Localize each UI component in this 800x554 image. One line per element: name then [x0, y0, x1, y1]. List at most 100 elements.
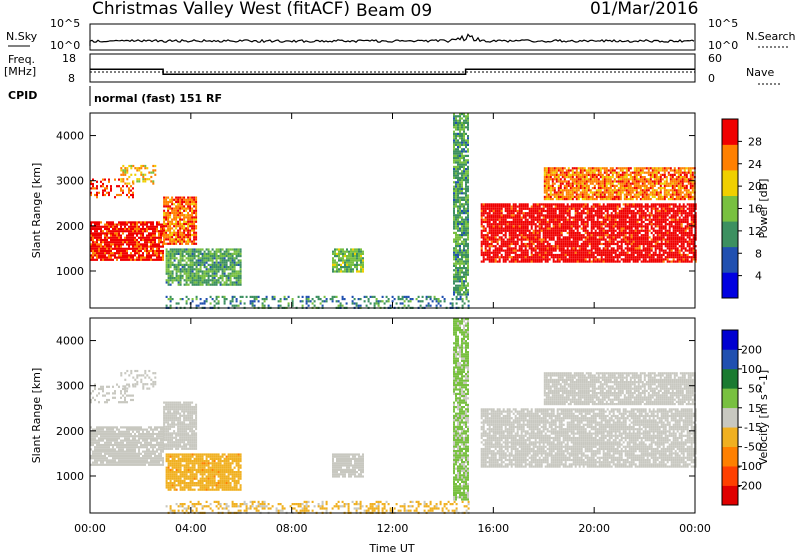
data-cell [502, 205, 505, 208]
data-cell [167, 216, 170, 219]
data-cell [644, 205, 647, 208]
data-cell [572, 251, 575, 254]
data-cell [506, 203, 509, 206]
data-cell [171, 207, 174, 210]
data-cell [140, 258, 142, 261]
data-cell [612, 207, 615, 210]
data-cell [490, 218, 493, 221]
data-cell [568, 225, 571, 228]
data-cell [652, 258, 655, 261]
data-cell [185, 270, 188, 273]
data-cell [455, 238, 457, 241]
data-cell [500, 238, 503, 241]
data-cell [187, 270, 190, 273]
data-cell [590, 240, 593, 243]
data-cell [126, 227, 128, 231]
data-cell [130, 234, 132, 237]
data-cell [500, 231, 503, 235]
data-cell [530, 253, 533, 257]
data-cell [362, 270, 364, 273]
data-cell [594, 203, 597, 206]
data-cell [572, 245, 575, 248]
data-cell [169, 283, 172, 286]
data-cell [542, 220, 545, 224]
data-cell [614, 234, 617, 237]
data-cell [616, 247, 619, 250]
data-cell [350, 252, 352, 255]
data-cell [610, 247, 613, 250]
data-cell [195, 203, 198, 206]
data-cell [459, 143, 461, 146]
data-cell [122, 227, 124, 231]
data-cell [486, 231, 489, 235]
data-cell [684, 238, 687, 241]
data-cell [622, 212, 625, 215]
data-cell [455, 117, 457, 120]
data-cell [152, 225, 154, 228]
data-cell [358, 250, 360, 253]
data-cell [350, 261, 352, 264]
data-cell [682, 227, 685, 230]
data-cell [128, 243, 130, 246]
data-cell [568, 218, 571, 221]
data-cell [187, 283, 190, 286]
data-cell [189, 198, 192, 201]
data-cell [150, 243, 152, 246]
data-cell [530, 205, 533, 208]
data-cell [672, 240, 675, 243]
data-cell [551, 198, 554, 201]
data-cell [614, 203, 617, 206]
data-cell [175, 238, 178, 241]
data-cell [140, 254, 142, 257]
data-cell [126, 169, 129, 172]
data-cell [165, 238, 168, 241]
data-cell [694, 234, 697, 237]
data-cell [457, 185, 459, 188]
data-cell [134, 243, 136, 246]
data-cell [630, 212, 633, 215]
data-cell [640, 256, 643, 259]
data-cell [191, 196, 194, 199]
data-cell [556, 256, 559, 259]
data-cell [348, 257, 350, 260]
data-cell [558, 253, 561, 257]
data-cell [459, 137, 461, 140]
data-cell [191, 248, 194, 251]
data-cell [219, 248, 222, 251]
data-cell [630, 242, 633, 246]
data-cell [461, 218, 463, 221]
data-cell [604, 234, 607, 237]
data-cell [102, 232, 104, 235]
data-cell [636, 227, 639, 230]
data-cell [494, 227, 497, 230]
data-cell [560, 234, 563, 237]
data-cell [563, 180, 566, 183]
data-cell [600, 205, 603, 208]
data-cell [544, 258, 547, 261]
data-cell [455, 216, 457, 219]
data-cell [502, 245, 505, 248]
data-cell [96, 232, 98, 235]
data-cell [108, 249, 110, 253]
data-cell [191, 266, 194, 269]
data-cell [672, 209, 675, 213]
data-cell [600, 251, 603, 254]
data-cell [612, 258, 615, 261]
data-cell [620, 238, 623, 241]
data-cell [540, 251, 543, 254]
data-cell [614, 253, 617, 257]
data-cell [624, 216, 627, 219]
data-cell [614, 207, 617, 210]
data-cell [152, 221, 154, 224]
data-cell [520, 240, 523, 243]
data-cell [528, 220, 531, 224]
data-cell [512, 249, 515, 252]
data-cell [566, 238, 569, 241]
data-cell [660, 220, 663, 224]
data-cell [173, 211, 176, 215]
data-cell [171, 203, 174, 206]
data-cell [554, 260, 557, 263]
data-cell [110, 243, 112, 246]
data-cell [344, 250, 346, 253]
data-cell [163, 214, 166, 217]
